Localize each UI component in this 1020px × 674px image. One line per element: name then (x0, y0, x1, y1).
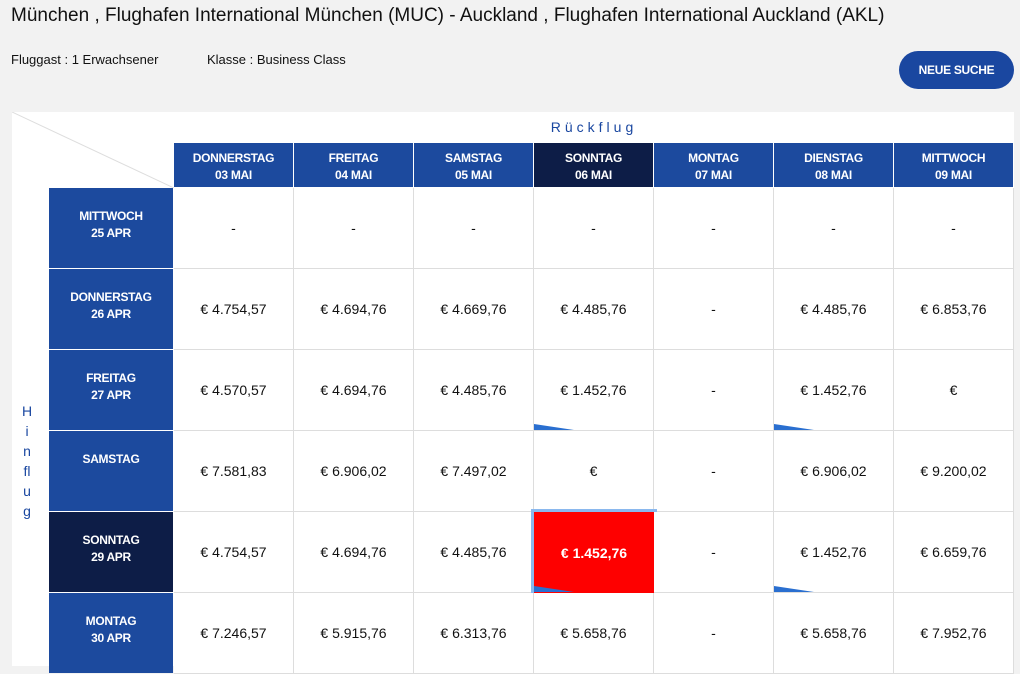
price-cell: € 1.452,76 (534, 350, 654, 431)
row-day: MITTWOCH (79, 209, 143, 223)
price-cell: - (894, 188, 1014, 269)
price-cell: € 4.694,76 (294, 512, 414, 593)
price-cell: € 4.694,76 (294, 269, 414, 350)
selected-price-cell[interactable]: € 1.452,76 (531, 509, 657, 596)
row-date: 27 APR (91, 388, 131, 402)
price-cell: - (654, 188, 774, 269)
column-header: SONNTAG 06 MAI (534, 143, 653, 187)
price-cell: € 7.246,57 (174, 593, 294, 674)
column-day: SONNTAG (564, 151, 622, 165)
row-header: SAMSTAG (49, 431, 173, 511)
row-date: 30 APR (91, 631, 131, 645)
price-cell: - (774, 188, 894, 269)
price-cell: - (654, 269, 774, 350)
price-cell: € 4.570,57 (174, 350, 294, 431)
price-cell: - (294, 188, 414, 269)
cell-indicator (774, 586, 814, 592)
row-date: 26 APR (91, 307, 131, 321)
price-cell: € 4.754,57 (174, 512, 294, 593)
price-cell: € 6.313,76 (414, 593, 534, 674)
cell-indicator (774, 424, 814, 430)
price-cell: € 1.452,76 (774, 350, 894, 431)
column-header: DIENSTAG 08 MAI (774, 143, 893, 187)
column-day: SAMSTAG (444, 151, 502, 165)
outbound-label: Hinflug (22, 403, 33, 519)
row-day: FREITAG (86, 371, 136, 385)
price-cell: - (654, 593, 774, 674)
price-cell: € (894, 350, 1014, 431)
column-header: MITTWOCH 09 MAI (894, 143, 1013, 187)
price-cell: - (654, 350, 774, 431)
row-header: MITTWOCH 25 APR (49, 188, 173, 268)
column-header: DONNERSTAG 03 MAI (174, 143, 293, 187)
return-label: Rückflug (550, 119, 638, 135)
column-day: DIENSTAG (804, 151, 863, 165)
row-day: SONNTAG (82, 533, 140, 547)
column-date: 06 MAI (575, 168, 612, 182)
row-header: DONNERSTAG 26 APR (49, 269, 173, 349)
column-date: 07 MAI (695, 168, 732, 182)
column-header: SAMSTAG 05 MAI (414, 143, 533, 187)
price-cell: € 4.485,76 (414, 512, 534, 593)
cell-indicator (534, 586, 574, 592)
column-day: MONTAG (688, 151, 739, 165)
price-cell: € (534, 431, 654, 512)
column-date: 04 MAI (335, 168, 372, 182)
column-date: 08 MAI (815, 168, 852, 182)
price-cell: - (654, 431, 774, 512)
price-cell: - (174, 188, 294, 269)
price-cell: € 4.485,76 (414, 350, 534, 431)
price-cell: € 7.581,83 (174, 431, 294, 512)
corner-diagonal (12, 112, 174, 188)
price-cell: € 1.452,76 (774, 512, 894, 593)
cell-indicator (534, 424, 574, 430)
price-cell: - (414, 188, 534, 269)
column-day: FREITAG (328, 151, 379, 165)
price-cell: € 5.658,76 (534, 593, 654, 674)
travel-class: Klasse : Business Class (207, 52, 346, 67)
price-cell: € 9.200,02 (894, 431, 1014, 512)
row-day: DONNERSTAG (70, 290, 152, 304)
column-date: 03 MAI (215, 168, 252, 182)
price-cell: € 4.694,76 (294, 350, 414, 431)
price-cell: € 6.853,76 (894, 269, 1014, 350)
column-date: 09 MAI (935, 168, 972, 182)
column-header: FREITAG 04 MAI (294, 143, 413, 187)
price-cell: € 4.485,76 (534, 269, 654, 350)
price-cell: € 4.485,76 (774, 269, 894, 350)
price-cell: € 4.669,76 (414, 269, 534, 350)
row-header: SONNTAG 29 APR (49, 512, 173, 592)
new-search-button[interactable]: NEUE SUCHE (899, 51, 1014, 89)
column-day: DONNERSTAG (192, 151, 275, 165)
column-day: MITTWOCH (921, 151, 986, 165)
passengers: Fluggast : 1 Erwachsener (11, 52, 159, 67)
price-cell: € 7.952,76 (894, 593, 1014, 674)
column-header: MONTAG 07 MAI (654, 143, 773, 187)
price-cell: € 5.658,76 (774, 593, 894, 674)
price-cell: - (534, 188, 654, 269)
price-cell: - (654, 512, 774, 593)
price-cell: € 6.906,02 (774, 431, 894, 512)
row-date: 29 APR (91, 550, 131, 564)
price-cell: € 6.659,76 (894, 512, 1014, 593)
row-header: MONTAG 30 APR (49, 593, 173, 673)
price-cell: € 4.754,57 (174, 269, 294, 350)
price-cell: € 6.906,02 (294, 431, 414, 512)
row-header: FREITAG 27 APR (49, 350, 173, 430)
column-date: 05 MAI (455, 168, 492, 182)
price-cell: € 7.497,02 (414, 431, 534, 512)
row-day: MONTAG (85, 614, 137, 628)
route-title: München , Flughafen International Münche… (11, 5, 885, 26)
price-cell: € 5.915,76 (294, 593, 414, 674)
row-date: 25 APR (91, 226, 131, 240)
row-day: SAMSTAG (82, 452, 140, 466)
